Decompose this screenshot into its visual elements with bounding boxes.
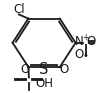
Text: O: O: [75, 48, 84, 61]
Text: Cl: Cl: [14, 3, 25, 16]
Text: +: +: [82, 33, 89, 42]
Text: O: O: [20, 63, 29, 76]
Text: •: •: [82, 51, 88, 61]
Text: O: O: [59, 63, 68, 76]
Text: OH: OH: [35, 77, 53, 90]
Text: N: N: [75, 35, 84, 48]
Text: S: S: [39, 62, 49, 77]
Text: O: O: [87, 35, 96, 48]
